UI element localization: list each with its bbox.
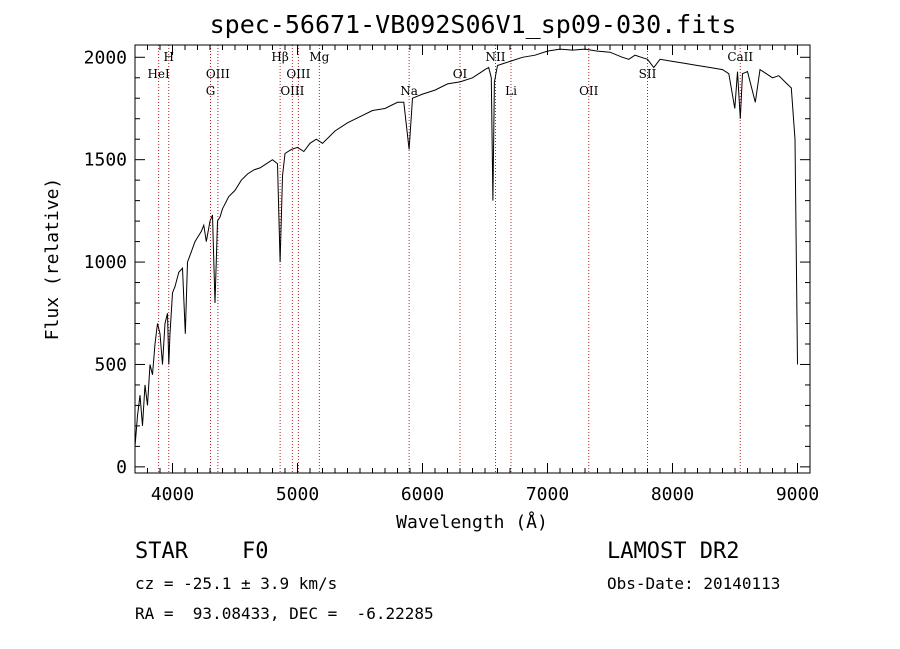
object-subclass: F0 — [242, 539, 269, 564]
spectral-line-label: OII — [579, 84, 599, 98]
survey-name: LAMOST DR2 — [607, 539, 740, 564]
y-axis-title: Flux (relative) — [42, 178, 63, 341]
spectral-line-label: Na — [400, 84, 418, 98]
spectral-line-label: SII — [639, 67, 657, 81]
x-tick-label: 8000 — [651, 484, 694, 505]
x-tick-label: 9000 — [776, 484, 819, 505]
spectral-line-label: Li — [505, 84, 517, 98]
x-axis-title: Wavelength (Å) — [396, 511, 548, 533]
y-tick-label: 500 — [94, 354, 127, 375]
spectral-line-label: CaII — [727, 50, 753, 64]
spectral-line-label: OIII — [280, 84, 304, 98]
spectral-line-label: OI — [453, 67, 468, 81]
x-tick-label: 4000 — [151, 484, 194, 505]
redshift-text: cz = -25.1 ± 3.9 km/s — [135, 574, 338, 593]
spectral-line-label: G — [206, 84, 216, 98]
object-type: STAR — [135, 539, 188, 564]
coordinates-text: RA = 93.08433, DEC = -6.22285 — [135, 604, 434, 623]
spectral-line-label: NII — [486, 50, 506, 64]
y-tick-label: 1500 — [84, 150, 127, 171]
chart-title: spec-56671-VB092S06V1_sp09-030.fits — [210, 10, 737, 39]
spectral-line-label: OIII — [206, 67, 230, 81]
y-tick-label: 2000 — [84, 47, 127, 68]
spectral-line-label: Mg — [309, 50, 329, 64]
plot-frame — [134, 44, 811, 474]
x-axis: 4000 5000 6000 7000 8000 9000 — [147, 45, 819, 505]
spectrum-line — [134, 48, 798, 447]
spectral-line-label: Hβ — [271, 50, 288, 64]
spectral-line-label: HeI — [147, 67, 170, 81]
x-tick-label: 7000 — [526, 484, 569, 505]
spectral-line-label: H — [164, 50, 174, 64]
spectral-line-label: OIII — [286, 67, 310, 81]
y-axis: 0 500 1000 1500 2000 — [84, 47, 810, 478]
x-tick-label: 5000 — [276, 484, 319, 505]
spectral-line-markers: HeI H OIII G Hβ OIII OIII Mg Na OI NII Li OII SII CaII — [147, 45, 753, 473]
y-tick-label: 1000 — [84, 252, 127, 273]
x-tick-label: 6000 — [401, 484, 444, 505]
y-tick-label: 0 — [116, 457, 127, 478]
spectrum-chart: spec-56671-VB092S06V1_sp09-030.fits HeIH… — [42, 10, 819, 533]
obs-date-text: Obs-Date: 20140113 — [607, 574, 781, 593]
